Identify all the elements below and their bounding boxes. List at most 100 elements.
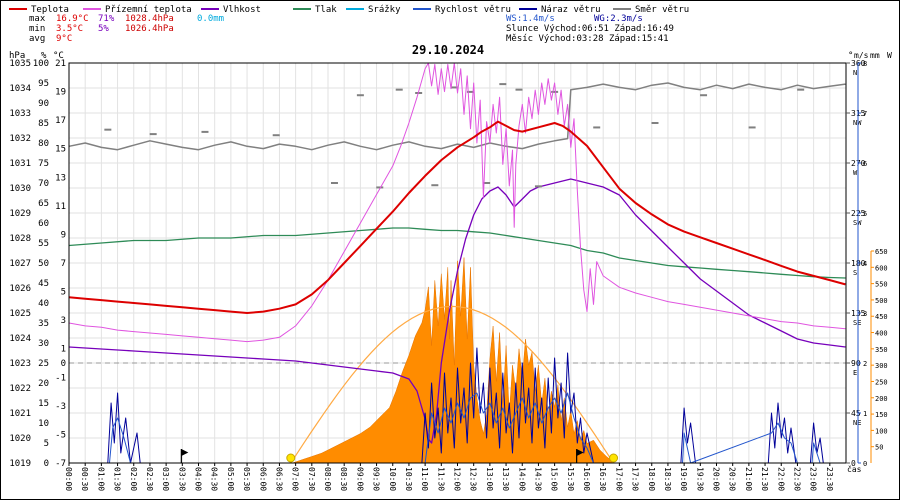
svg-text:6: 6 (863, 160, 867, 168)
svg-text:-3: -3 (55, 402, 66, 412)
svg-text:55: 55 (38, 239, 49, 249)
svg-text:E: E (853, 369, 857, 377)
svg-text:10:00: 10:00 (388, 467, 397, 491)
svg-text:85: 85 (38, 119, 49, 129)
svg-text:03:30: 03:30 (177, 467, 186, 491)
stats-max-row: max 16.9°C 71% 1028.4hPa 0.0mm (29, 14, 224, 24)
svg-text:1023: 1023 (9, 359, 31, 369)
moonrise-icon (180, 449, 189, 463)
svg-text:07:30: 07:30 (307, 467, 316, 491)
svg-text:02:30: 02:30 (145, 467, 154, 491)
legend-item-6: Náraz větru (519, 5, 601, 15)
svg-text:1: 1 (863, 410, 867, 418)
svg-text:15: 15 (38, 399, 49, 409)
svg-text:350: 350 (875, 346, 888, 354)
svg-text:1033: 1033 (9, 109, 31, 119)
svg-text:-7: -7 (55, 459, 66, 469)
svg-text:1020: 1020 (9, 434, 31, 444)
x-axis-unit-label: čas (847, 464, 862, 474)
series-prizemni (68, 62, 846, 343)
svg-text:22:30: 22:30 (792, 467, 801, 491)
svg-text:21:00: 21:00 (744, 467, 753, 491)
sunset-icon (609, 453, 619, 463)
svg-text:200: 200 (875, 395, 888, 403)
right-axes: °m/smmW360N315NW270W225SW180S135SE90E45N… (846, 51, 892, 468)
legend-item-4: Srážky (346, 5, 401, 15)
legend-item-0: Teplota (9, 5, 69, 15)
svg-text:20:30: 20:30 (728, 467, 737, 491)
svg-text:70: 70 (38, 179, 49, 189)
svg-text:1022: 1022 (9, 384, 31, 394)
legend-label: Náraz větru (541, 5, 601, 15)
svg-text:13:00: 13:00 (485, 467, 494, 491)
svg-text:21: 21 (55, 59, 66, 69)
svg-text:300: 300 (875, 362, 888, 370)
legend-label: Rychlost větru (435, 5, 511, 15)
min-temp: 3.5°C (56, 24, 83, 34)
svg-text:0: 0 (863, 460, 867, 468)
svg-text:500: 500 (875, 297, 888, 305)
svg-text:650: 650 (875, 248, 888, 256)
legend-item-3: Tlak (293, 5, 337, 15)
svg-text:0: 0 (851, 459, 856, 468)
svg-text:400: 400 (875, 330, 888, 338)
svg-text:600: 600 (875, 264, 888, 272)
svg-text:8: 8 (863, 60, 867, 68)
stats-avg-row: avg 9°C (29, 34, 72, 44)
svg-text:1027: 1027 (9, 259, 31, 269)
svg-text:m/s: m/s (854, 51, 869, 60)
max-label: max (29, 14, 46, 24)
svg-text:14:00: 14:00 (517, 467, 526, 491)
legend-item-5: Rychlost větru (413, 5, 511, 15)
svg-text:11: 11 (55, 202, 66, 212)
svg-text:1024: 1024 (9, 334, 31, 344)
svg-text:hPa: hPa (9, 51, 25, 61)
series-teplota (68, 120, 846, 314)
svg-text:19: 19 (55, 88, 66, 98)
svg-text:00:00: 00:00 (64, 467, 73, 491)
legend-item-7: Směr větru (613, 5, 689, 15)
svg-text:W: W (853, 169, 858, 177)
svg-text:12:00: 12:00 (453, 467, 462, 491)
svg-text:16:30: 16:30 (598, 467, 607, 491)
svg-text:10:30: 10:30 (404, 467, 413, 491)
svg-text:°C: °C (53, 51, 64, 61)
svg-text:15:00: 15:00 (550, 467, 559, 491)
svg-text:7: 7 (863, 110, 867, 118)
wind-speed-avg: WS:1.4m/s (506, 14, 555, 24)
svg-text:550: 550 (875, 281, 888, 289)
legend-label: Vlhkost (223, 5, 261, 15)
svg-text:19:00: 19:00 (679, 467, 688, 491)
svg-text:18:00: 18:00 (647, 467, 656, 491)
svg-text:13: 13 (55, 173, 66, 183)
min-label: min (29, 24, 45, 34)
max-humidity: 71% (98, 14, 115, 24)
series-solar (292, 257, 615, 464)
legend-item-2: Vlhkost (201, 5, 261, 15)
svg-text:05:00: 05:00 (226, 467, 235, 491)
svg-text:75: 75 (38, 159, 49, 169)
svg-text:1026: 1026 (9, 284, 31, 294)
svg-text:35: 35 (38, 319, 49, 329)
svg-text:09:30: 09:30 (372, 467, 381, 491)
svg-text:20:00: 20:00 (712, 467, 721, 491)
svg-text:5: 5 (44, 439, 49, 449)
svg-text:5: 5 (863, 210, 867, 218)
svg-text:80: 80 (38, 139, 49, 149)
svg-text:150: 150 (875, 411, 888, 419)
svg-text:11:00: 11:00 (420, 467, 429, 491)
svg-text:50: 50 (38, 259, 49, 269)
svg-text:08:30: 08:30 (339, 467, 348, 491)
svg-text:450: 450 (875, 313, 888, 321)
left-axes: hPa% °C1035103410331032103110301029102810… (9, 51, 66, 469)
svg-text:06:30: 06:30 (274, 467, 283, 491)
svg-text:1034: 1034 (9, 84, 31, 94)
svg-text:1029: 1029 (9, 209, 31, 219)
svg-text:3: 3 (61, 316, 66, 326)
svg-text:12:30: 12:30 (469, 467, 478, 491)
svg-text:01:30: 01:30 (113, 467, 122, 491)
legend-item-1: Přízemní teplota (83, 5, 192, 15)
svg-text:05:30: 05:30 (242, 467, 251, 491)
svg-text:2: 2 (863, 360, 867, 368)
svg-text:1030: 1030 (9, 184, 31, 194)
